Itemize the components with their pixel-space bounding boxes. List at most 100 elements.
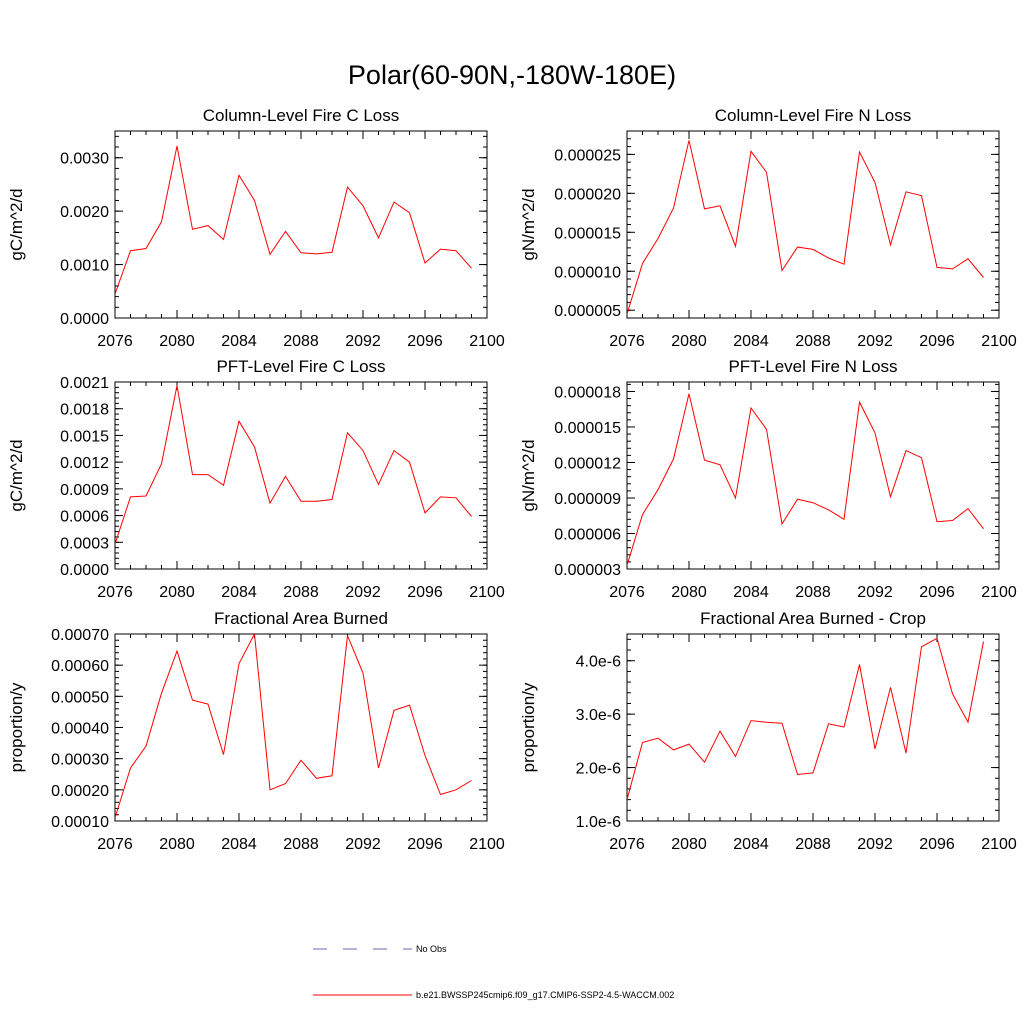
area-burned-crop-xtick-label: 2080: [671, 836, 707, 853]
area-burned-ylabel: proportion/y: [7, 682, 26, 772]
pft-c-loss-ytick-label: 0.0003: [60, 535, 109, 552]
column-c-loss-xtick-label: 2088: [283, 333, 319, 350]
pft-n-loss-ytick-label: 0.000012: [554, 455, 621, 472]
pft-c-loss-series-line: [115, 385, 472, 545]
area-burned-crop-xtick-label: 2088: [795, 836, 831, 853]
pft-c-loss-title: PFT-Level Fire C Loss: [216, 357, 385, 376]
column-c-loss-ytick-label: 0.0000: [60, 311, 109, 328]
area-burned-panel: Fractional Area Burned 2076 2080 2084 2088 20…: [7, 609, 505, 853]
area-burned-crop-ytick-label: 1.0e-6: [576, 814, 621, 831]
pft-c-loss-plot-frame: [114, 381, 488, 570]
pft-n-loss-ytick-label: 0.000003: [554, 562, 621, 579]
column-n-loss-panel: Column-Level Fire N Loss 2076 2080 2084 2088…: [519, 106, 1017, 350]
column-n-loss-plot-frame: [626, 130, 1000, 319]
area-burned-crop-xtick-label: 2096: [919, 836, 955, 853]
area-burned-xtick-label: 2100: [469, 836, 505, 853]
column-c-loss-xtick-label: 2080: [159, 333, 195, 350]
column-n-loss-xtick-label: 2100: [981, 333, 1017, 350]
area-burned-ytick-label: 0.00070: [51, 627, 109, 644]
area-burned-crop-xtick-label: 2100: [981, 836, 1017, 853]
column-c-loss-ytick-label: 0.0020: [60, 204, 109, 221]
area-burned-plot-frame: [114, 633, 488, 822]
pft-n-loss-xtick-label: 2080: [671, 584, 707, 601]
area-burned-crop-title: Fractional Area Burned - Crop: [700, 609, 926, 628]
pft-n-loss-ylabel: gN/m^2/d: [519, 439, 538, 511]
column-c-loss-xtick-label: 2096: [407, 333, 443, 350]
pft-c-loss-xtick-label: 2084: [221, 584, 257, 601]
pft-c-loss-ytick-label: 0.0015: [60, 428, 109, 445]
pft-c-loss-xtick-label: 2092: [345, 584, 381, 601]
pft-n-loss-ytick-label: 0.000009: [554, 491, 621, 508]
column-c-loss-plot-frame: [114, 130, 488, 319]
column-n-loss-xtick-label: 2084: [733, 333, 769, 350]
pft-n-loss-ytick-label: 0.000006: [554, 526, 621, 543]
area-burned-crop-xtick-label: 2092: [857, 836, 893, 853]
pft-n-loss-xtick-label: 2096: [919, 584, 955, 601]
area-burned-ytick-label: 0.00030: [51, 752, 109, 769]
pft-c-loss-ylabel: gC/m^2/d: [7, 439, 26, 511]
column-n-loss-xtick-label: 2092: [857, 333, 893, 350]
area-burned-crop-ytick-label: 3.0e-6: [576, 707, 621, 724]
pft-c-loss-xtick-label: 2100: [469, 584, 505, 601]
pft-c-loss-ytick-label: 0.0006: [60, 509, 109, 526]
column-n-loss-ytick-label: 0.000010: [554, 264, 621, 281]
legend-model-label: b.e21.BWSSP245cmip6.f09_g17.CMIP6-SSP2-4…: [416, 990, 674, 1000]
pft-n-loss-plot-frame: [626, 381, 1000, 570]
area-burned-xtick-label: 2088: [283, 836, 319, 853]
column-c-loss-ylabel: gC/m^2/d: [7, 188, 26, 260]
pft-c-loss-xtick-label: 2088: [283, 584, 319, 601]
pft-n-loss-xtick-label: 2076: [609, 584, 645, 601]
pft-c-loss-panel: PFT-Level Fire C Loss 2076 2080 2084 2088 209…: [7, 357, 505, 601]
legend: No Obs b.e21.BWSSP245cmip6.f09_g17.CMIP6…: [313, 944, 674, 1000]
column-n-loss-ytick-label: 0.000020: [554, 186, 621, 203]
panels: Column-Level Fire C Loss 2076 2080 2084 2088…: [7, 106, 1017, 853]
area-burned-ytick-label: 0.00050: [51, 689, 109, 706]
pft-c-loss-ytick-label: 0.0021: [60, 375, 109, 392]
area-burned-xtick-label: 2092: [345, 836, 381, 853]
column-n-loss-xtick-label: 2096: [919, 333, 955, 350]
pft-n-loss-ytick-label: 0.000018: [554, 384, 621, 401]
area-burned-ytick-label: 0.00060: [51, 658, 109, 675]
area-burned-xtick-label: 2096: [407, 836, 443, 853]
pft-c-loss-ytick-label: 0.0012: [60, 455, 109, 472]
area-burned-crop-panel: Fractional Area Burned - Crop 2076 2080 208…: [519, 609, 1017, 853]
column-n-loss-series-line: [627, 140, 984, 315]
area-burned-crop-series-line: [627, 637, 984, 800]
area-burned-ytick-label: 0.00040: [51, 721, 109, 738]
pft-c-loss-ytick-label: 0.0018: [60, 402, 109, 419]
pft-c-loss-xtick-label: 2096: [407, 584, 443, 601]
pft-c-loss-xtick-label: 2080: [159, 584, 195, 601]
column-n-loss-ytick-label: 0.000025: [554, 147, 621, 164]
column-n-loss-ylabel: gN/m^2/d: [519, 188, 538, 260]
pft-n-loss-xtick-label: 2088: [795, 584, 831, 601]
column-c-loss-xtick-label: 2076: [97, 333, 133, 350]
column-c-loss-xtick-label: 2084: [221, 333, 257, 350]
figure-title: Polar(60-90N,-180W-180E): [348, 60, 676, 90]
column-n-loss-ytick-label: 0.000005: [554, 303, 621, 320]
pft-n-loss-series-line: [627, 393, 984, 566]
area-burned-series-line: [115, 634, 472, 819]
area-burned-ytick-label: 0.00020: [51, 783, 109, 800]
pft-c-loss-xtick-label: 2076: [97, 584, 133, 601]
area-burned-title: Fractional Area Burned: [214, 609, 388, 628]
column-c-loss-panel: Column-Level Fire C Loss 2076 2080 2084 2088…: [7, 106, 505, 350]
area-burned-xtick-label: 2084: [221, 836, 257, 853]
area-burned-crop-xtick-label: 2076: [609, 836, 645, 853]
column-c-loss-xtick-label: 2092: [345, 333, 381, 350]
pft-n-loss-ytick-label: 0.000015: [554, 420, 621, 437]
column-n-loss-xtick-label: 2080: [671, 333, 707, 350]
column-c-loss-ytick-label: 0.0010: [60, 258, 109, 275]
area-burned-crop-ylabel: proportion/y: [519, 682, 538, 772]
column-n-loss-xtick-label: 2076: [609, 333, 645, 350]
pft-n-loss-panel: PFT-Level Fire N Loss 2076 2080 2084 2088 209…: [519, 357, 1017, 601]
pft-n-loss-title: PFT-Level Fire N Loss: [728, 357, 897, 376]
area-burned-crop-xtick-label: 2084: [733, 836, 769, 853]
column-c-loss-ytick-label: 0.0030: [60, 151, 109, 168]
column-c-loss-title: Column-Level Fire C Loss: [203, 106, 400, 125]
area-burned-xtick-label: 2080: [159, 836, 195, 853]
pft-n-loss-xtick-label: 2100: [981, 584, 1017, 601]
column-n-loss-ytick-label: 0.000015: [554, 225, 621, 242]
area-burned-crop-ytick-label: 2.0e-6: [576, 761, 621, 778]
area-burned-ytick-label: 0.00010: [51, 814, 109, 831]
column-c-loss-xtick-label: 2100: [469, 333, 505, 350]
